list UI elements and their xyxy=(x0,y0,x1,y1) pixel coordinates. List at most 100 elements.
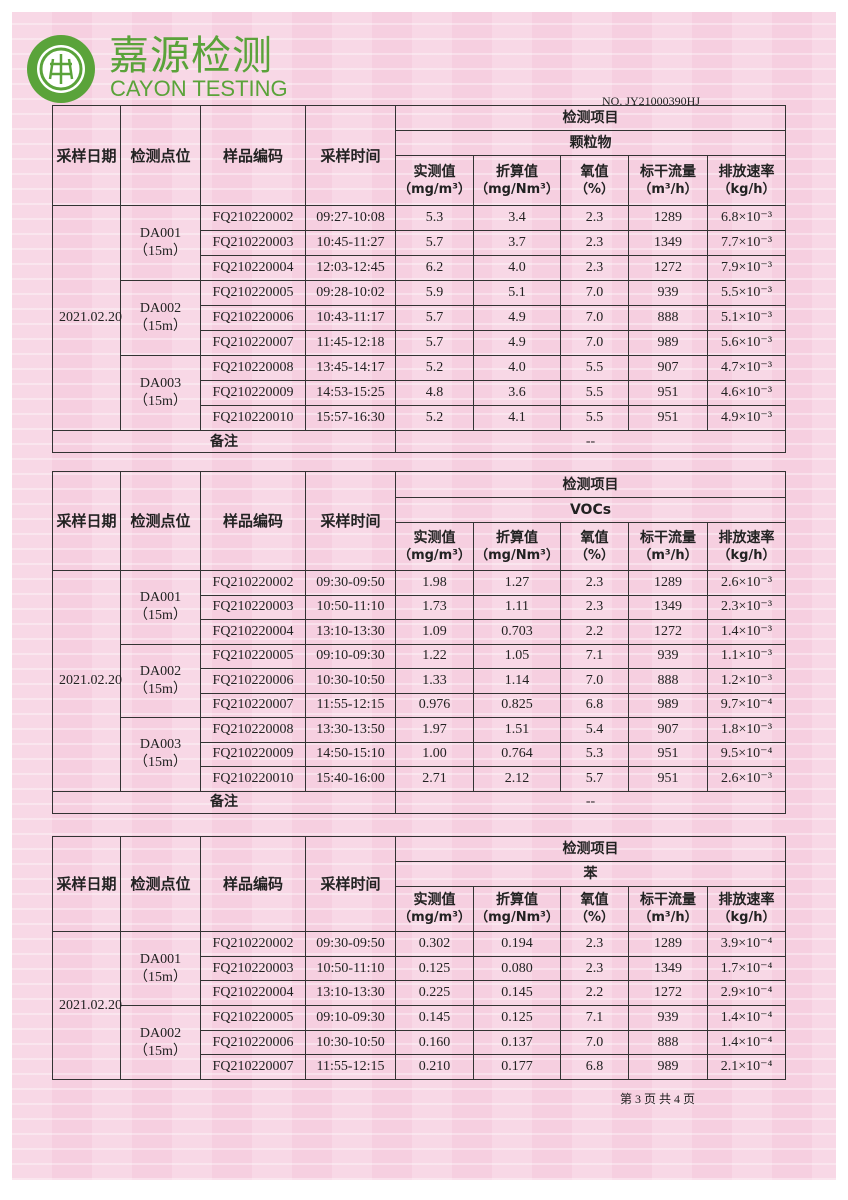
table-row: FQ210220009 14:53-15:25 4.8 3.6 5.5 951 4.6×10… xyxy=(53,380,787,406)
oxygen-value: 7.0 xyxy=(560,330,629,356)
header-rate: 排放速率 （kg/h） xyxy=(706,155,787,206)
sampling-date: 2021.02.20 xyxy=(52,570,122,792)
table-row: FQ210220010 15:57-16:30 5.2 4.1 5.5 951 4.9×10… xyxy=(53,405,787,431)
benzene-table: 采样日期 检测点位 样品编码 采样时间 检测项目苯实测值 （mg/m³） 折算值 （mg/Nm… xyxy=(52,836,787,1081)
sample-id: FQ210220009 xyxy=(200,741,306,767)
emission-rate: 9.7×10⁻⁴ xyxy=(706,692,787,718)
emission-rate: 3.9×10⁻⁴ xyxy=(706,931,787,957)
sample-id: FQ210220004 xyxy=(200,619,306,645)
emission-rate: 4.7×10⁻³ xyxy=(706,355,787,381)
sample-id: FQ210220004 xyxy=(200,980,306,1007)
header-converted: 折算值 （mg/Nm³） xyxy=(473,522,561,571)
header-converted-label: 折算值 xyxy=(496,892,538,908)
header-sample-id: 样品编码 xyxy=(200,105,306,206)
emission-rate: 1.7×10⁻⁴ xyxy=(706,955,787,982)
converted-value: 0.177 xyxy=(473,1054,561,1081)
remark-label: 备注 xyxy=(52,790,396,814)
oxygen-value: 2.3 xyxy=(560,931,629,957)
header-flow-label: 标干流量 xyxy=(640,163,696,180)
flow-value: 951 xyxy=(628,380,708,406)
sample-id: FQ210220010 xyxy=(200,766,306,792)
oxygen-value: 7.0 xyxy=(560,280,629,306)
measured-value: 5.7 xyxy=(395,330,474,356)
sample-id: FQ210220005 xyxy=(200,280,306,306)
table-row: FQ210220007 11:55-12:15 0.210 0.177 6.8 989 2.… xyxy=(53,1054,787,1081)
measured-value: 0.225 xyxy=(395,980,474,1007)
sample-id: FQ210220006 xyxy=(200,668,306,694)
measured-value: 0.160 xyxy=(395,1029,474,1056)
flow-value: 939 xyxy=(628,280,708,306)
measured-value: 0.210 xyxy=(395,1054,474,1081)
measured-value: 5.7 xyxy=(395,305,474,331)
flow-value: 989 xyxy=(628,330,708,356)
measured-value: 0.302 xyxy=(395,931,474,957)
emission-rate: 2.3×10⁻³ xyxy=(706,594,787,620)
table-row: FQ210220004 13:10-13:30 1.09 0.703 2.2 1272 1.… xyxy=(53,619,787,645)
header-measured-unit: （mg/m³） xyxy=(398,181,471,197)
header-date: 采样日期 xyxy=(52,471,121,571)
flow-value: 989 xyxy=(628,692,708,718)
flow-value: 989 xyxy=(628,1054,708,1081)
header-oxygen: 氧值 （%） xyxy=(560,155,629,206)
monitoring-point: DA003（15m） xyxy=(120,355,201,431)
sampling-date: 2021.02.20 xyxy=(52,930,122,1081)
page-number: 第 3 页 共 4 页 xyxy=(620,1092,696,1106)
header-rate-label: 排放速率 xyxy=(718,892,775,908)
emission-rate: 5.1×10⁻³ xyxy=(706,305,787,331)
header-flow: 标干流量 （m³/h） xyxy=(628,155,708,206)
sample-id: FQ210220007 xyxy=(200,692,306,718)
monitoring-point: DA002（15m） xyxy=(120,643,201,718)
sampling-time: 13:10-13:30 xyxy=(305,619,396,645)
header-time: 采样时间 xyxy=(305,836,396,932)
brand-name-cn: 嘉源检测 xyxy=(109,33,273,79)
table-row: DA002（15m） FQ210220005 09:28-10:02 5.9 5.1 7.… xyxy=(53,280,787,356)
monitoring-point: DA001（15m） xyxy=(120,930,201,1007)
header-date: 采样日期 xyxy=(52,105,121,206)
header-flow-unit: （m³/h） xyxy=(638,910,698,925)
measured-value: 5.3 xyxy=(395,205,474,231)
sample-id: FQ210220007 xyxy=(200,330,306,356)
converted-value: 0.145 xyxy=(473,980,561,1007)
converted-value: 1.14 xyxy=(473,668,561,694)
emission-rate: 1.4×10⁻³ xyxy=(706,619,787,645)
converted-value: 0.194 xyxy=(473,931,561,957)
flow-value: 1289 xyxy=(628,931,708,957)
converted-value: 3.6 xyxy=(473,380,561,406)
measured-value: 5.2 xyxy=(395,355,474,381)
sample-id: FQ210220009 xyxy=(200,380,306,406)
remark-value: -- xyxy=(394,790,787,814)
converted-value: 2.12 xyxy=(473,766,561,792)
remark-value: -- xyxy=(394,430,787,453)
oxygen-value: 5.5 xyxy=(560,380,629,406)
sample-id: FQ210220005 xyxy=(200,1005,306,1031)
flow-value: 888 xyxy=(628,1029,708,1056)
flow-value: 907 xyxy=(628,717,708,743)
table-row: 2021.02.20 DA001（15m） FQ210220002 09:27-10:… xyxy=(52,205,787,431)
header-rate-unit: （kg/h） xyxy=(717,910,776,925)
oxygen-value: 5.5 xyxy=(560,405,629,431)
pollutant-name: 颗粒物 xyxy=(394,130,787,156)
converted-value: 0.764 xyxy=(473,741,561,767)
header-oxygen-unit: （%） xyxy=(574,181,615,197)
header-converted-unit: （mg/Nm³） xyxy=(475,910,559,925)
sample-id: FQ210220002 xyxy=(200,570,306,596)
table-row: FQ210220003 10:50-11:10 0.125 0.080 2.3 1349 1… xyxy=(53,955,787,982)
header-measured-label: 实测值 xyxy=(413,529,456,546)
header-rate: 排放速率 （kg/h） xyxy=(706,522,787,571)
sampling-time: 10:50-11:10 xyxy=(305,594,396,620)
emission-rate: 1.2×10⁻³ xyxy=(706,668,787,694)
measured-value: 6.2 xyxy=(395,255,474,281)
emission-rate: 1.4×10⁻⁴ xyxy=(706,1005,787,1031)
converted-value: 1.51 xyxy=(473,717,561,743)
measured-value: 5.2 xyxy=(395,405,474,431)
cayon-seal-logo xyxy=(27,35,95,103)
particulate-table: 采样日期 检测点位 样品编码 采样时间 检测项目 颗粒物 实测值 （mg/m³） 折算值 （mg/… xyxy=(52,105,787,453)
header-flow-label: 标干流量 xyxy=(640,892,696,908)
header-measured: 实测值 （mg/m³） xyxy=(395,155,474,206)
table-row: 2021.02.20 DA001（15m） FQ210220002 09:30-09:… xyxy=(52,570,787,792)
measured-value: 1.97 xyxy=(395,717,474,743)
header-rate-unit: （kg/h） xyxy=(717,181,776,197)
converted-value: 4.1 xyxy=(473,405,561,431)
emission-rate: 4.9×10⁻³ xyxy=(706,405,787,431)
brand-name-en: CAYON TESTING xyxy=(110,76,288,101)
